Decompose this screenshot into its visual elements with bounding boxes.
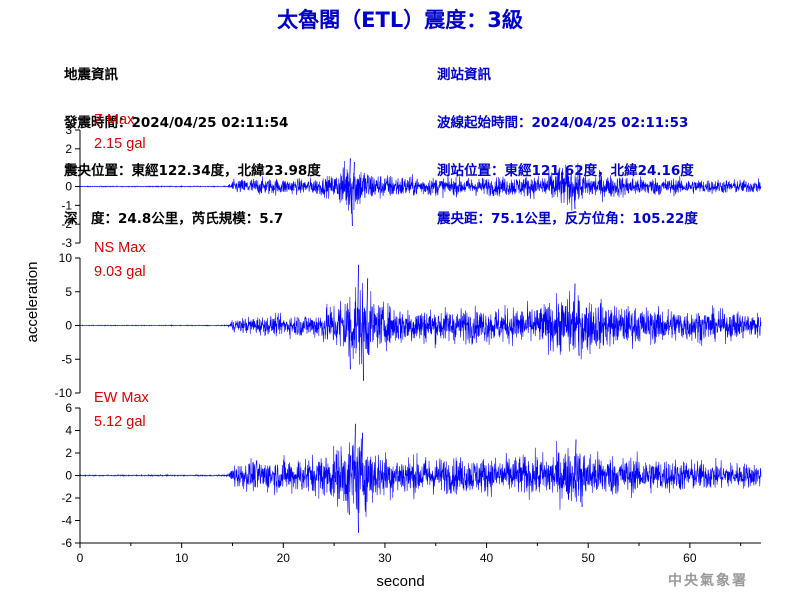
- station-location: 測站位置：東經121.62度，北緯24.16度: [437, 163, 694, 179]
- waveform-peak: [578, 165, 581, 187]
- waveform-peak: [349, 158, 351, 187]
- x-tick-label: 0: [77, 551, 84, 565]
- y-tick-label: 3: [65, 123, 72, 137]
- y-tick-label: 0: [65, 180, 72, 194]
- y-tick-label: -5: [61, 352, 72, 366]
- station-info-heading: 測站資訊: [437, 67, 491, 83]
- panel-max-label: 2.15 gal: [94, 136, 146, 152]
- x-tick-label: 30: [378, 551, 392, 565]
- y-tick-label: -3: [61, 236, 72, 250]
- origin-time: 發震時間：2024/04/25 02:11:54: [64, 115, 289, 131]
- x-tick-label: 50: [582, 551, 596, 565]
- y-tick-label: 2: [65, 446, 72, 460]
- waveform-peak: [357, 475, 359, 533]
- y-tick-label: -2: [61, 217, 72, 231]
- y-tick-label: -4: [61, 514, 72, 528]
- y-tick-label: 6: [65, 401, 72, 415]
- y-tick-label: 4: [65, 424, 72, 438]
- waveform-peak: [348, 475, 350, 515]
- y-tick-label: -2: [61, 491, 72, 505]
- station-info: 測站資訊 波線起始時間：2024/04/25 02:11:53 測站位置：東經1…: [437, 35, 698, 243]
- y-tick-label: -6: [61, 536, 72, 550]
- waveform-peak: [362, 325, 365, 381]
- y-axis-label: acceleration: [24, 262, 41, 343]
- panel-name-label: EW Max: [94, 390, 150, 406]
- waveform-0: [79, 160, 762, 214]
- waveform-peak: [573, 186, 576, 210]
- waveform-peak: [354, 423, 356, 476]
- x-tick-label: 10: [175, 551, 189, 565]
- page-title: 太魯閣（ETL）震度：3級: [277, 8, 523, 32]
- x-tick-label: 40: [480, 551, 494, 565]
- waveform-peak: [357, 264, 359, 326]
- y-tick-label: -10: [55, 386, 73, 400]
- waveform-1: [79, 282, 762, 365]
- waveform-peak: [366, 278, 369, 326]
- y-tick-label: -1: [61, 198, 72, 212]
- y-tick-label: 5: [65, 285, 72, 299]
- waveform-peak: [351, 186, 353, 227]
- waveform-peak: [353, 162, 355, 187]
- y-tick-label: 0: [65, 319, 72, 333]
- waveform-peak: [573, 283, 576, 326]
- event-info-heading: 地震資訊: [64, 67, 118, 83]
- waveform-peak: [577, 325, 580, 356]
- x-tick-label: 60: [683, 551, 697, 565]
- panel-max-label: 5.12 gal: [94, 414, 146, 430]
- waveform-peak: [580, 475, 583, 508]
- panel-name-label: NS Max: [94, 240, 146, 256]
- x-axis-label: second: [376, 573, 424, 590]
- x-tick-label: 20: [277, 551, 291, 565]
- panel-max-label: 9.03 gal: [94, 264, 146, 280]
- waveform-2: [79, 438, 762, 517]
- wave-start-time: 波線起始時間：2024/04/25 02:11:53: [437, 115, 689, 131]
- y-tick-label: 0: [65, 469, 72, 483]
- distance-azimuth: 震央距：75.1公里，反方位角：105.22度: [437, 211, 698, 227]
- waveform-peak: [349, 325, 351, 370]
- y-tick-label: 2: [65, 142, 72, 156]
- y-tick-label: 1: [65, 161, 72, 175]
- y-tick-label: 10: [59, 251, 73, 265]
- event-info: 地震資訊 發震時間：2024/04/25 02:11:54 震央位置：東經122…: [64, 35, 321, 243]
- panel-name-label: Z Max: [94, 112, 135, 128]
- depth-magnitude: 深 度：24.8公里，芮氏規模：5.7: [64, 211, 284, 227]
- agency-footer: 中央氣象署: [668, 573, 748, 589]
- waveform-peak: [361, 432, 364, 476]
- epicenter: 震央位置：東經122.34度，北緯23.98度: [64, 163, 321, 179]
- waveform-peak: [558, 167, 561, 187]
- waveform-peak: [574, 439, 577, 476]
